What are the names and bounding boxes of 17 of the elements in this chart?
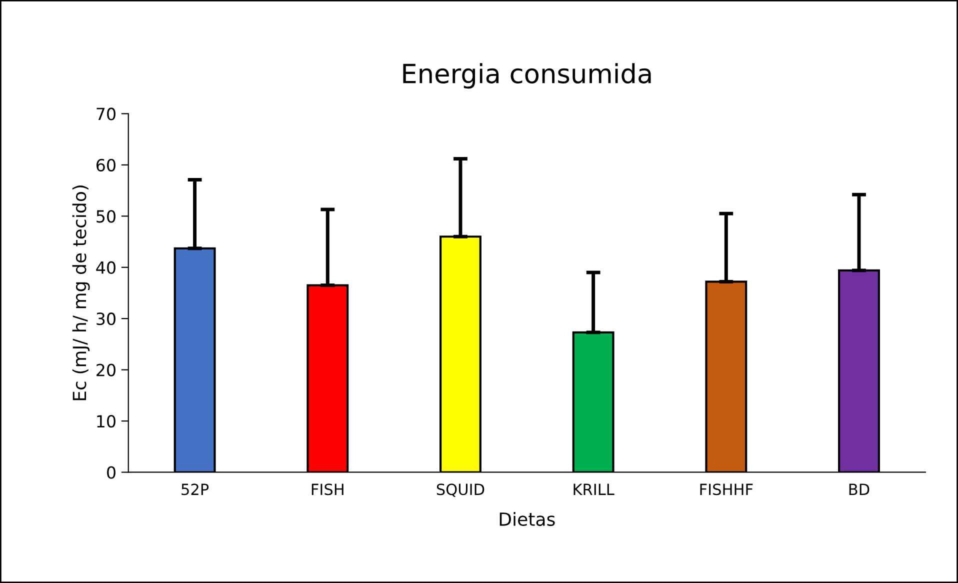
y-tick-label: 50 <box>96 210 116 223</box>
y-tick-label: 20 <box>96 364 116 376</box>
y-tick-label: 40 <box>96 261 116 274</box>
x-tick-label: BD <box>849 484 870 495</box>
y-axis-title: Ec (mJ/ h/ mg de tecido) <box>72 186 90 400</box>
chart-title: Energia consumida <box>403 63 651 89</box>
y-tick-label: 60 <box>96 158 116 172</box>
y-tick-label: 10 <box>97 414 116 428</box>
x-tick-label: 52P <box>182 484 209 496</box>
x-tick-label: FISH <box>312 484 344 496</box>
x-axis-title: Dietas <box>500 512 555 526</box>
x-tick-label: FISHHF <box>700 484 753 496</box>
x-tick-label: KRILL <box>574 484 614 495</box>
y-tick-label: 0 <box>107 466 116 479</box>
x-tick-label: SQUID <box>436 484 484 497</box>
y-tick-label: 70 <box>96 108 116 120</box>
y-tick-label: 30 <box>96 312 116 326</box>
